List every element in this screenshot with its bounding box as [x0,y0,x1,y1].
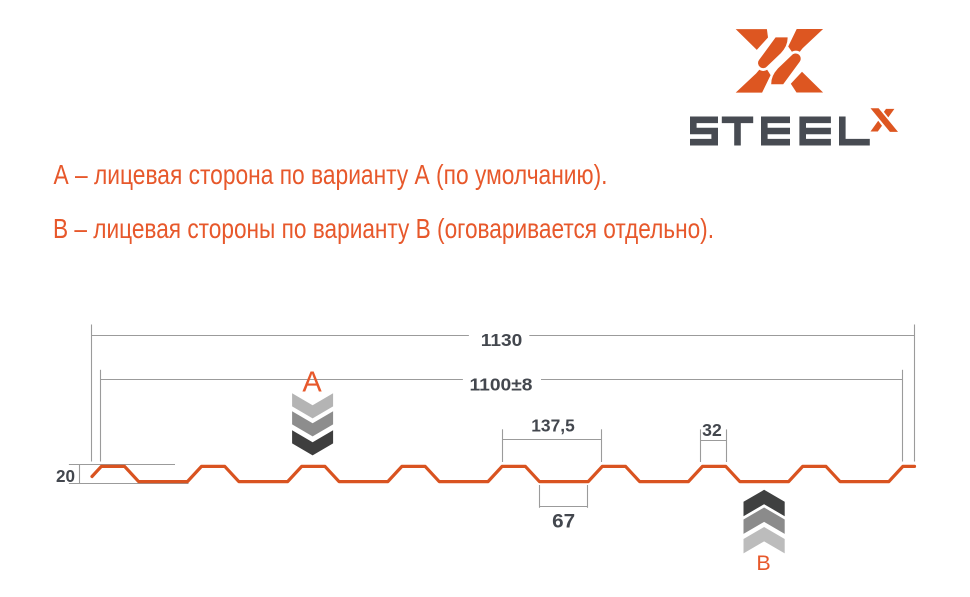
svg-text:20: 20 [56,466,75,486]
svg-text:32: 32 [702,420,722,440]
svg-text:1130: 1130 [481,330,523,350]
svg-text:137,5: 137,5 [531,416,575,436]
svg-text:67: 67 [552,511,575,533]
svg-text:А: А [302,366,322,398]
svg-text:В – лицевая стороны по вариант: В – лицевая стороны по варианту В (огова… [53,213,714,244]
svg-text:А – лицевая сторона по вариант: А – лицевая сторона по варианту А (по ум… [54,159,608,190]
svg-text:В: В [756,551,770,575]
svg-text:1100±8: 1100±8 [470,374,533,394]
